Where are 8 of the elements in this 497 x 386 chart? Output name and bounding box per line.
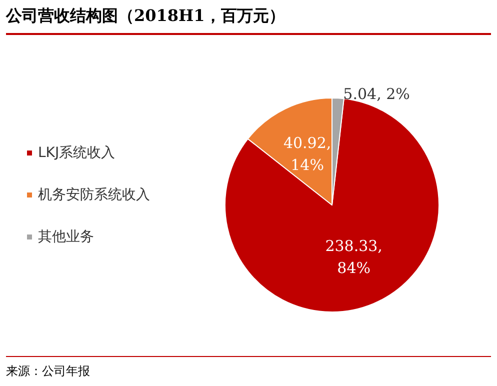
data-label: 40.92, 14% xyxy=(283,134,332,174)
legend-label: 机务安防系统收入 xyxy=(38,187,150,203)
data-label: 238.33, 84% xyxy=(325,237,382,278)
source-note: 来源：公司年报 xyxy=(6,356,491,380)
legend-label: LKJ系统收入 xyxy=(38,145,116,161)
legend-label: 其他业务 xyxy=(38,229,94,245)
chart-title: 公司营收结构图（2018H1，百万元） xyxy=(6,6,491,35)
data-label: 5.04, 2% xyxy=(343,85,410,104)
